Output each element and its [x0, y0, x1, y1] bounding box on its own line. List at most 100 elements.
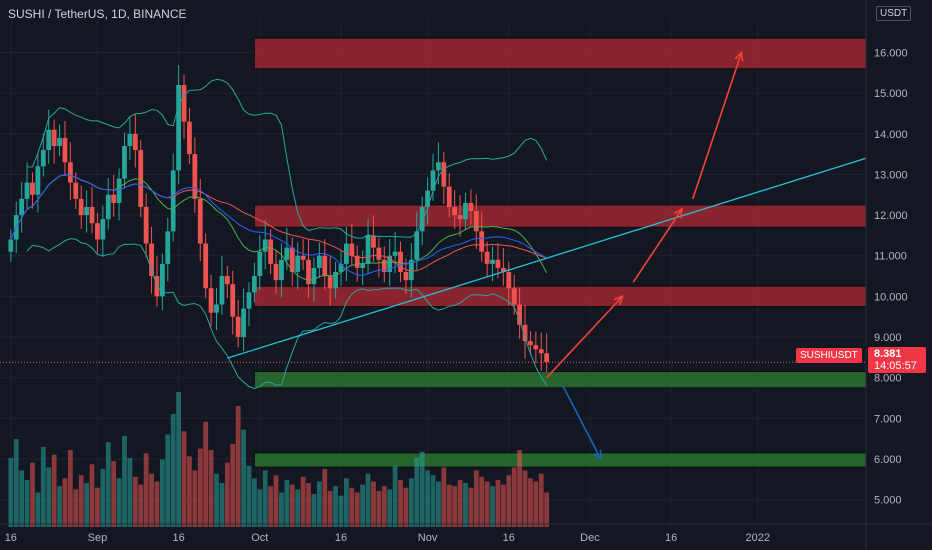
support-zone [253, 371, 867, 389]
volume-bar [452, 486, 458, 527]
candle-body [208, 288, 214, 313]
candle-body [457, 215, 463, 220]
volume-bar [349, 487, 355, 527]
x-tick-label: 16 [5, 532, 17, 544]
candle-body [224, 276, 230, 285]
volume-bar [279, 492, 284, 527]
candle-body [414, 231, 420, 260]
volume-bar [371, 481, 376, 527]
volume-bar [95, 487, 100, 527]
volume-bar [24, 479, 30, 527]
volume-bar [197, 448, 203, 527]
candle-body [241, 308, 246, 338]
candle-body [159, 263, 165, 297]
volume-bar [165, 434, 171, 527]
volume-bar [387, 489, 393, 527]
volume-bar [208, 450, 214, 527]
volume-bar [306, 483, 311, 527]
projection-arrow-down [562, 385, 602, 460]
volume-bar [360, 484, 366, 527]
candle-body [165, 231, 171, 264]
candle-body [338, 263, 344, 272]
candle-body [138, 150, 144, 207]
volume-bar [311, 494, 317, 527]
volume-bar [322, 468, 328, 527]
volume-bar [224, 462, 230, 527]
volume-bar [187, 456, 192, 527]
volume-bar [170, 413, 176, 527]
candle-body [127, 133, 133, 146]
candle-body [311, 267, 317, 285]
projection-arrow-down-head [593, 449, 602, 461]
candle-body [538, 349, 544, 354]
volume-bar [544, 492, 550, 527]
volume-bar [430, 475, 436, 527]
x-tick-label: 16 [335, 532, 347, 544]
candle-body [392, 251, 398, 256]
last-price-tag: 8.381 14:05:57 [868, 347, 926, 373]
candle-body [528, 341, 533, 346]
volume-bar [214, 473, 219, 527]
candle-body [452, 206, 458, 216]
candle-body [268, 239, 274, 264]
bar-countdown: 14:05:57 [874, 360, 917, 372]
y-tick-label: 13.000 [874, 169, 908, 181]
candle-body [192, 154, 198, 199]
candle-body [251, 276, 257, 293]
volume-bar [89, 464, 95, 527]
y-tick-label: 6.000 [874, 454, 902, 466]
candle-body [322, 255, 328, 277]
candle-body [84, 206, 89, 216]
candle-body [316, 255, 322, 268]
volume-bar [235, 406, 241, 527]
volume-bar [333, 486, 338, 527]
candle-body [51, 129, 57, 146]
volume-bar [149, 473, 154, 527]
volume-bar [262, 470, 268, 527]
candle-body [522, 324, 528, 342]
candle-body [40, 150, 46, 167]
candle-body [197, 198, 203, 244]
volume-bar [19, 470, 25, 527]
volume-bar [246, 465, 252, 527]
volume-bar [192, 470, 198, 527]
projection-arrow-up [632, 208, 683, 283]
volume-bar [338, 495, 344, 527]
volume-bar [57, 486, 62, 527]
bollinger-upper [27, 78, 548, 239]
candle-body [262, 239, 268, 252]
x-tick-label: 16 [665, 532, 677, 544]
candle-body [279, 259, 284, 281]
currency-badge[interactable]: USDT [876, 6, 912, 21]
volume-bar [273, 475, 279, 527]
candle-body [219, 276, 225, 305]
candle-body [89, 206, 95, 224]
candle-body [284, 247, 290, 260]
candle-body [35, 166, 41, 195]
candle-body [349, 243, 355, 256]
volume-bar [219, 483, 225, 527]
y-tick-label: 10.000 [874, 291, 908, 303]
volume-bar [268, 486, 274, 527]
volume-bar [105, 442, 111, 527]
volume-bar [159, 459, 165, 527]
volume-bar [354, 492, 360, 527]
candle-body [327, 276, 333, 289]
candle-body [446, 186, 452, 207]
volume-bar [257, 489, 263, 527]
y-tick-label: 11.000 [874, 251, 907, 263]
volume-bar [528, 478, 533, 527]
volume-bar [446, 484, 452, 527]
y-tick-label: 8.000 [874, 373, 902, 385]
candle-body [500, 267, 506, 272]
projection-arrow-up [692, 52, 743, 200]
candle-body [46, 129, 52, 151]
volume-bar [67, 450, 73, 527]
y-tick-label: 7.000 [874, 413, 902, 425]
volume-bar [51, 454, 57, 527]
candle-body [300, 255, 306, 260]
candle-body [214, 304, 219, 313]
candle-body [544, 353, 550, 363]
candle-body [78, 198, 84, 216]
